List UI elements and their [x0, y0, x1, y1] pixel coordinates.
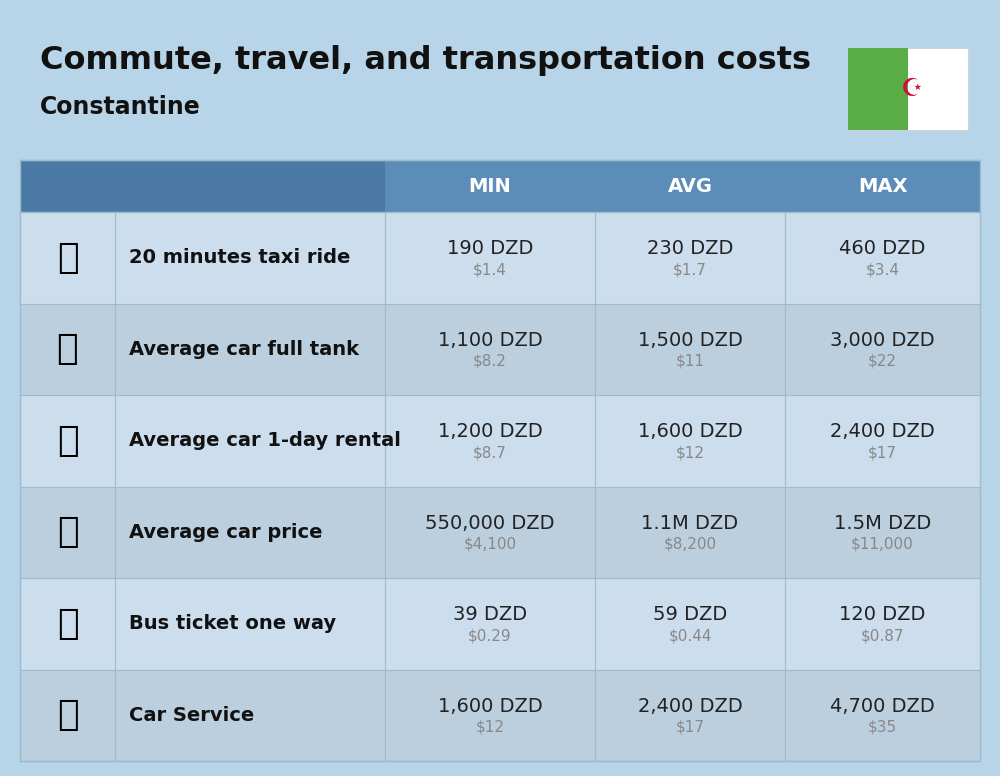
Text: $17: $17	[868, 445, 897, 460]
Text: 1,600 DZD: 1,600 DZD	[638, 422, 742, 442]
Text: 550,000 DZD: 550,000 DZD	[425, 514, 555, 533]
Text: $11: $11	[676, 354, 704, 369]
Text: 230 DZD: 230 DZD	[647, 239, 733, 258]
Bar	[20, 670, 980, 761]
Text: $8,200: $8,200	[663, 537, 717, 552]
Bar	[848, 48, 908, 130]
Text: MAX: MAX	[858, 176, 907, 196]
Text: $12: $12	[676, 445, 704, 460]
Text: $35: $35	[868, 720, 897, 735]
Text: 460 DZD: 460 DZD	[839, 239, 926, 258]
Text: $1.7: $1.7	[673, 262, 707, 277]
Text: MIN: MIN	[469, 176, 511, 196]
Text: 4,700 DZD: 4,700 DZD	[830, 697, 935, 715]
Text: 120 DZD: 120 DZD	[839, 605, 926, 624]
Text: Bus ticket one way: Bus ticket one way	[129, 615, 336, 633]
Text: 1.1M DZD: 1.1M DZD	[641, 514, 739, 533]
Text: 2,400 DZD: 2,400 DZD	[830, 422, 935, 442]
Text: $0.44: $0.44	[668, 629, 712, 643]
Text: $8.7: $8.7	[473, 445, 507, 460]
Text: AVG: AVG	[668, 176, 712, 196]
Text: 59 DZD: 59 DZD	[653, 605, 727, 624]
Text: 🚗: 🚗	[57, 515, 78, 549]
Text: Average car 1-day rental: Average car 1-day rental	[129, 431, 401, 450]
Bar	[20, 160, 980, 212]
Text: 🚌: 🚌	[57, 607, 78, 641]
Bar	[848, 48, 968, 130]
Bar	[20, 578, 980, 670]
Text: $17: $17	[676, 720, 704, 735]
Text: $4,100: $4,100	[463, 537, 517, 552]
Text: $3.4: $3.4	[866, 262, 900, 277]
Text: $11,000: $11,000	[851, 537, 914, 552]
Text: $0.87: $0.87	[861, 629, 904, 643]
Bar	[20, 160, 980, 761]
Bar	[20, 303, 980, 395]
Text: 1.5M DZD: 1.5M DZD	[834, 514, 931, 533]
Bar	[20, 212, 980, 303]
Text: 🚗: 🚗	[57, 698, 78, 733]
Text: $12: $12	[476, 720, 505, 735]
Text: 3,000 DZD: 3,000 DZD	[830, 331, 935, 350]
Text: 39 DZD: 39 DZD	[453, 605, 527, 624]
Text: Commute, travel, and transportation costs: Commute, travel, and transportation cost…	[40, 45, 811, 76]
Bar	[20, 160, 385, 212]
Text: 🚙: 🚙	[57, 424, 78, 458]
Text: $8.2: $8.2	[473, 354, 507, 369]
Text: 1,600 DZD: 1,600 DZD	[438, 697, 542, 715]
Text: 1,200 DZD: 1,200 DZD	[438, 422, 542, 442]
Bar	[20, 487, 980, 578]
Text: Average car price: Average car price	[129, 523, 322, 542]
Text: Constantine: Constantine	[40, 95, 201, 119]
Text: $22: $22	[868, 354, 897, 369]
Text: 20 minutes taxi ride: 20 minutes taxi ride	[129, 248, 350, 267]
Text: 190 DZD: 190 DZD	[447, 239, 533, 258]
Bar	[20, 395, 980, 487]
Text: 🚖: 🚖	[57, 241, 78, 275]
Text: 2,400 DZD: 2,400 DZD	[638, 697, 742, 715]
Text: $0.29: $0.29	[468, 629, 512, 643]
Text: ☪: ☪	[900, 77, 923, 101]
Text: Car Service: Car Service	[129, 705, 254, 725]
Text: ⛽️: ⛽️	[57, 332, 78, 366]
Text: 1,500 DZD: 1,500 DZD	[638, 331, 742, 350]
Text: 1,100 DZD: 1,100 DZD	[438, 331, 542, 350]
Text: $1.4: $1.4	[473, 262, 507, 277]
Text: Average car full tank: Average car full tank	[129, 340, 359, 359]
